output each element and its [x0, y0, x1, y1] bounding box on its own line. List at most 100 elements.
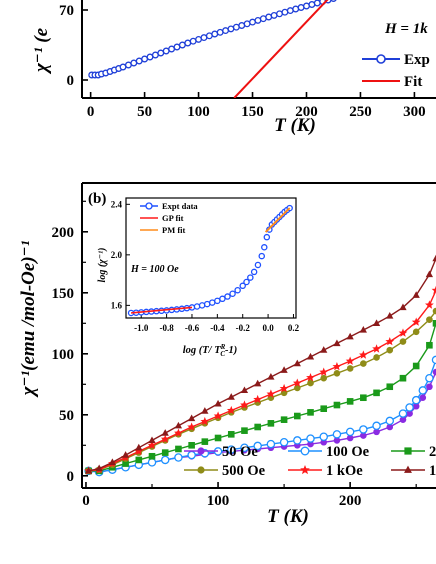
series-50-oe-point	[333, 437, 341, 444]
panel-b-xtick-label: 100	[207, 493, 230, 509]
panel-a-exp-point	[276, 10, 283, 18]
inset-legend-expt-data-label: Expt data	[162, 201, 198, 211]
panel-b-ytick-label: 50	[59, 408, 74, 424]
series-500-oe-point	[373, 354, 380, 361]
inset-annotation: H = 100 Oe	[130, 264, 179, 275]
panel-b-ylabel: χ⁻¹(emu /mol-Oe)⁻¹	[18, 240, 39, 398]
series-10-point	[346, 332, 354, 340]
series-200-point	[280, 416, 288, 423]
panel-a-exp-point	[281, 8, 289, 16]
series-200-point	[254, 423, 261, 431]
series-200-point	[267, 420, 275, 427]
series-1-koe-point	[187, 422, 196, 431]
series-10-point	[227, 393, 235, 400]
panel-a-exp-point	[303, 2, 310, 10]
panel-b-label: (b)	[88, 191, 106, 207]
series-1-koe-point	[345, 356, 355, 365]
series-1-koe-point	[200, 416, 210, 426]
series-500-oe-point	[360, 360, 367, 367]
panel-a-ytick-label: 0	[67, 73, 75, 89]
series-500-oe-point	[426, 316, 433, 323]
inset-expt-point	[250, 268, 258, 276]
series-200-point	[373, 389, 380, 397]
legend-100-oe-label: 100 Oe	[326, 444, 370, 460]
panel-a-exp-point	[313, 0, 321, 7]
legend-10-label: 10	[429, 463, 436, 479]
series-500-oe-point	[294, 384, 301, 392]
inset-expt-point	[214, 297, 221, 305]
panel-a-xtick-label: 0	[87, 104, 95, 120]
series-1-koe-point	[319, 367, 329, 376]
inset-legend: Expt data GP fit PM fit	[140, 201, 198, 235]
panel-a-ytick-label: 70	[59, 3, 74, 19]
inset-xlabel: log (T/ TR C-1)	[183, 343, 238, 358]
series-100-oe-point	[359, 425, 368, 434]
panel-a-xtick-label: 300	[403, 104, 426, 120]
series-1-koe-point	[253, 394, 263, 404]
series-1-koe-point	[134, 446, 144, 456]
inset-expt-point	[229, 290, 236, 297]
series-10-point	[148, 436, 156, 444]
series-200-point	[432, 320, 436, 327]
series-50-oe-point	[399, 416, 407, 423]
inset-expt-point	[234, 286, 241, 294]
series-100-oe-point	[431, 355, 436, 365]
series-10-point	[320, 346, 328, 353]
panel-a-exp-point	[265, 13, 273, 21]
inset-expt-point	[258, 252, 265, 260]
series-100-oe-point	[187, 450, 196, 460]
series-50-oe-point	[373, 428, 380, 436]
legend-100-oe-marker	[300, 446, 310, 456]
series-200-point	[307, 409, 314, 416]
series-100-oe-point	[385, 416, 395, 426]
panel-a-legend-fit-label: Fit	[404, 74, 422, 90]
series-100-oe-point	[253, 441, 262, 451]
panel-a-exp-point	[292, 5, 300, 13]
inset-xtick-label: -0.2	[236, 323, 251, 333]
series-100-oe-point	[319, 432, 328, 442]
series-100-oe-point	[227, 445, 236, 454]
inset-legend-gp-fit-label: GP fit	[162, 213, 184, 223]
legend-500-oe-marker	[197, 466, 205, 474]
series-1-koe-point	[240, 400, 249, 409]
inset-expt-point	[239, 282, 246, 290]
series-100-oe-point	[345, 427, 355, 437]
series-10-point	[432, 254, 436, 262]
series-200-point	[333, 401, 341, 409]
panel-b-ytick-label: 200	[52, 225, 75, 241]
panel-a-ylabel: χ⁻¹ (e	[31, 27, 52, 75]
series-500-oe-point	[399, 338, 407, 345]
inset-ylabel: log (χ⁻¹)	[97, 248, 108, 283]
inset-ytick-label: 1.6	[111, 300, 123, 310]
panel-a-xtick-label: 150	[241, 104, 264, 120]
inset-expt-point	[254, 261, 262, 269]
series-10-point	[372, 319, 381, 326]
panel-b: 0 100 200 0 50 100 150 200 (b) χ⁻¹(emu /mol-Oe…	[18, 182, 436, 527]
inset-pm-fit-line	[264, 207, 291, 233]
series-100-oe-point	[293, 436, 302, 445]
series-1-koe-point	[398, 328, 408, 337]
inset-xtick-label: -0.6	[185, 323, 200, 333]
series-100-oe-point	[174, 453, 183, 462]
inset-xtick-label: -0.8	[159, 323, 174, 333]
series-1-koe-point	[431, 285, 436, 295]
series-200-point	[214, 434, 222, 442]
series-1-koe-point	[385, 337, 395, 346]
inset-ytick-label: 2.4	[111, 199, 123, 209]
series-200-point	[148, 452, 156, 460]
series-10-point	[214, 399, 222, 407]
series-100-oe-point	[398, 409, 408, 418]
panel-a-exp-point	[270, 11, 278, 19]
inset-expt-point	[263, 233, 271, 241]
series-500-oe-point	[432, 307, 436, 315]
series-1-koe-point	[174, 428, 183, 437]
series-50-oe-point	[412, 402, 420, 410]
series-50-oe-point	[406, 410, 413, 417]
series-10-point	[412, 291, 420, 298]
panel-b-legend: 50 Oe 100 Oe 200 500 Oe 1 kOe 10	[184, 444, 436, 479]
legend-200-label: 200	[429, 444, 436, 460]
panel-a: 0 50 100 150 200 250 300 0 70 χ⁻¹ (e T (K) H = …	[31, 0, 436, 136]
inset-expt-point	[203, 300, 211, 308]
legend-500-oe-label: 500 Oe	[222, 463, 266, 479]
series-1-koe-point	[359, 350, 368, 359]
